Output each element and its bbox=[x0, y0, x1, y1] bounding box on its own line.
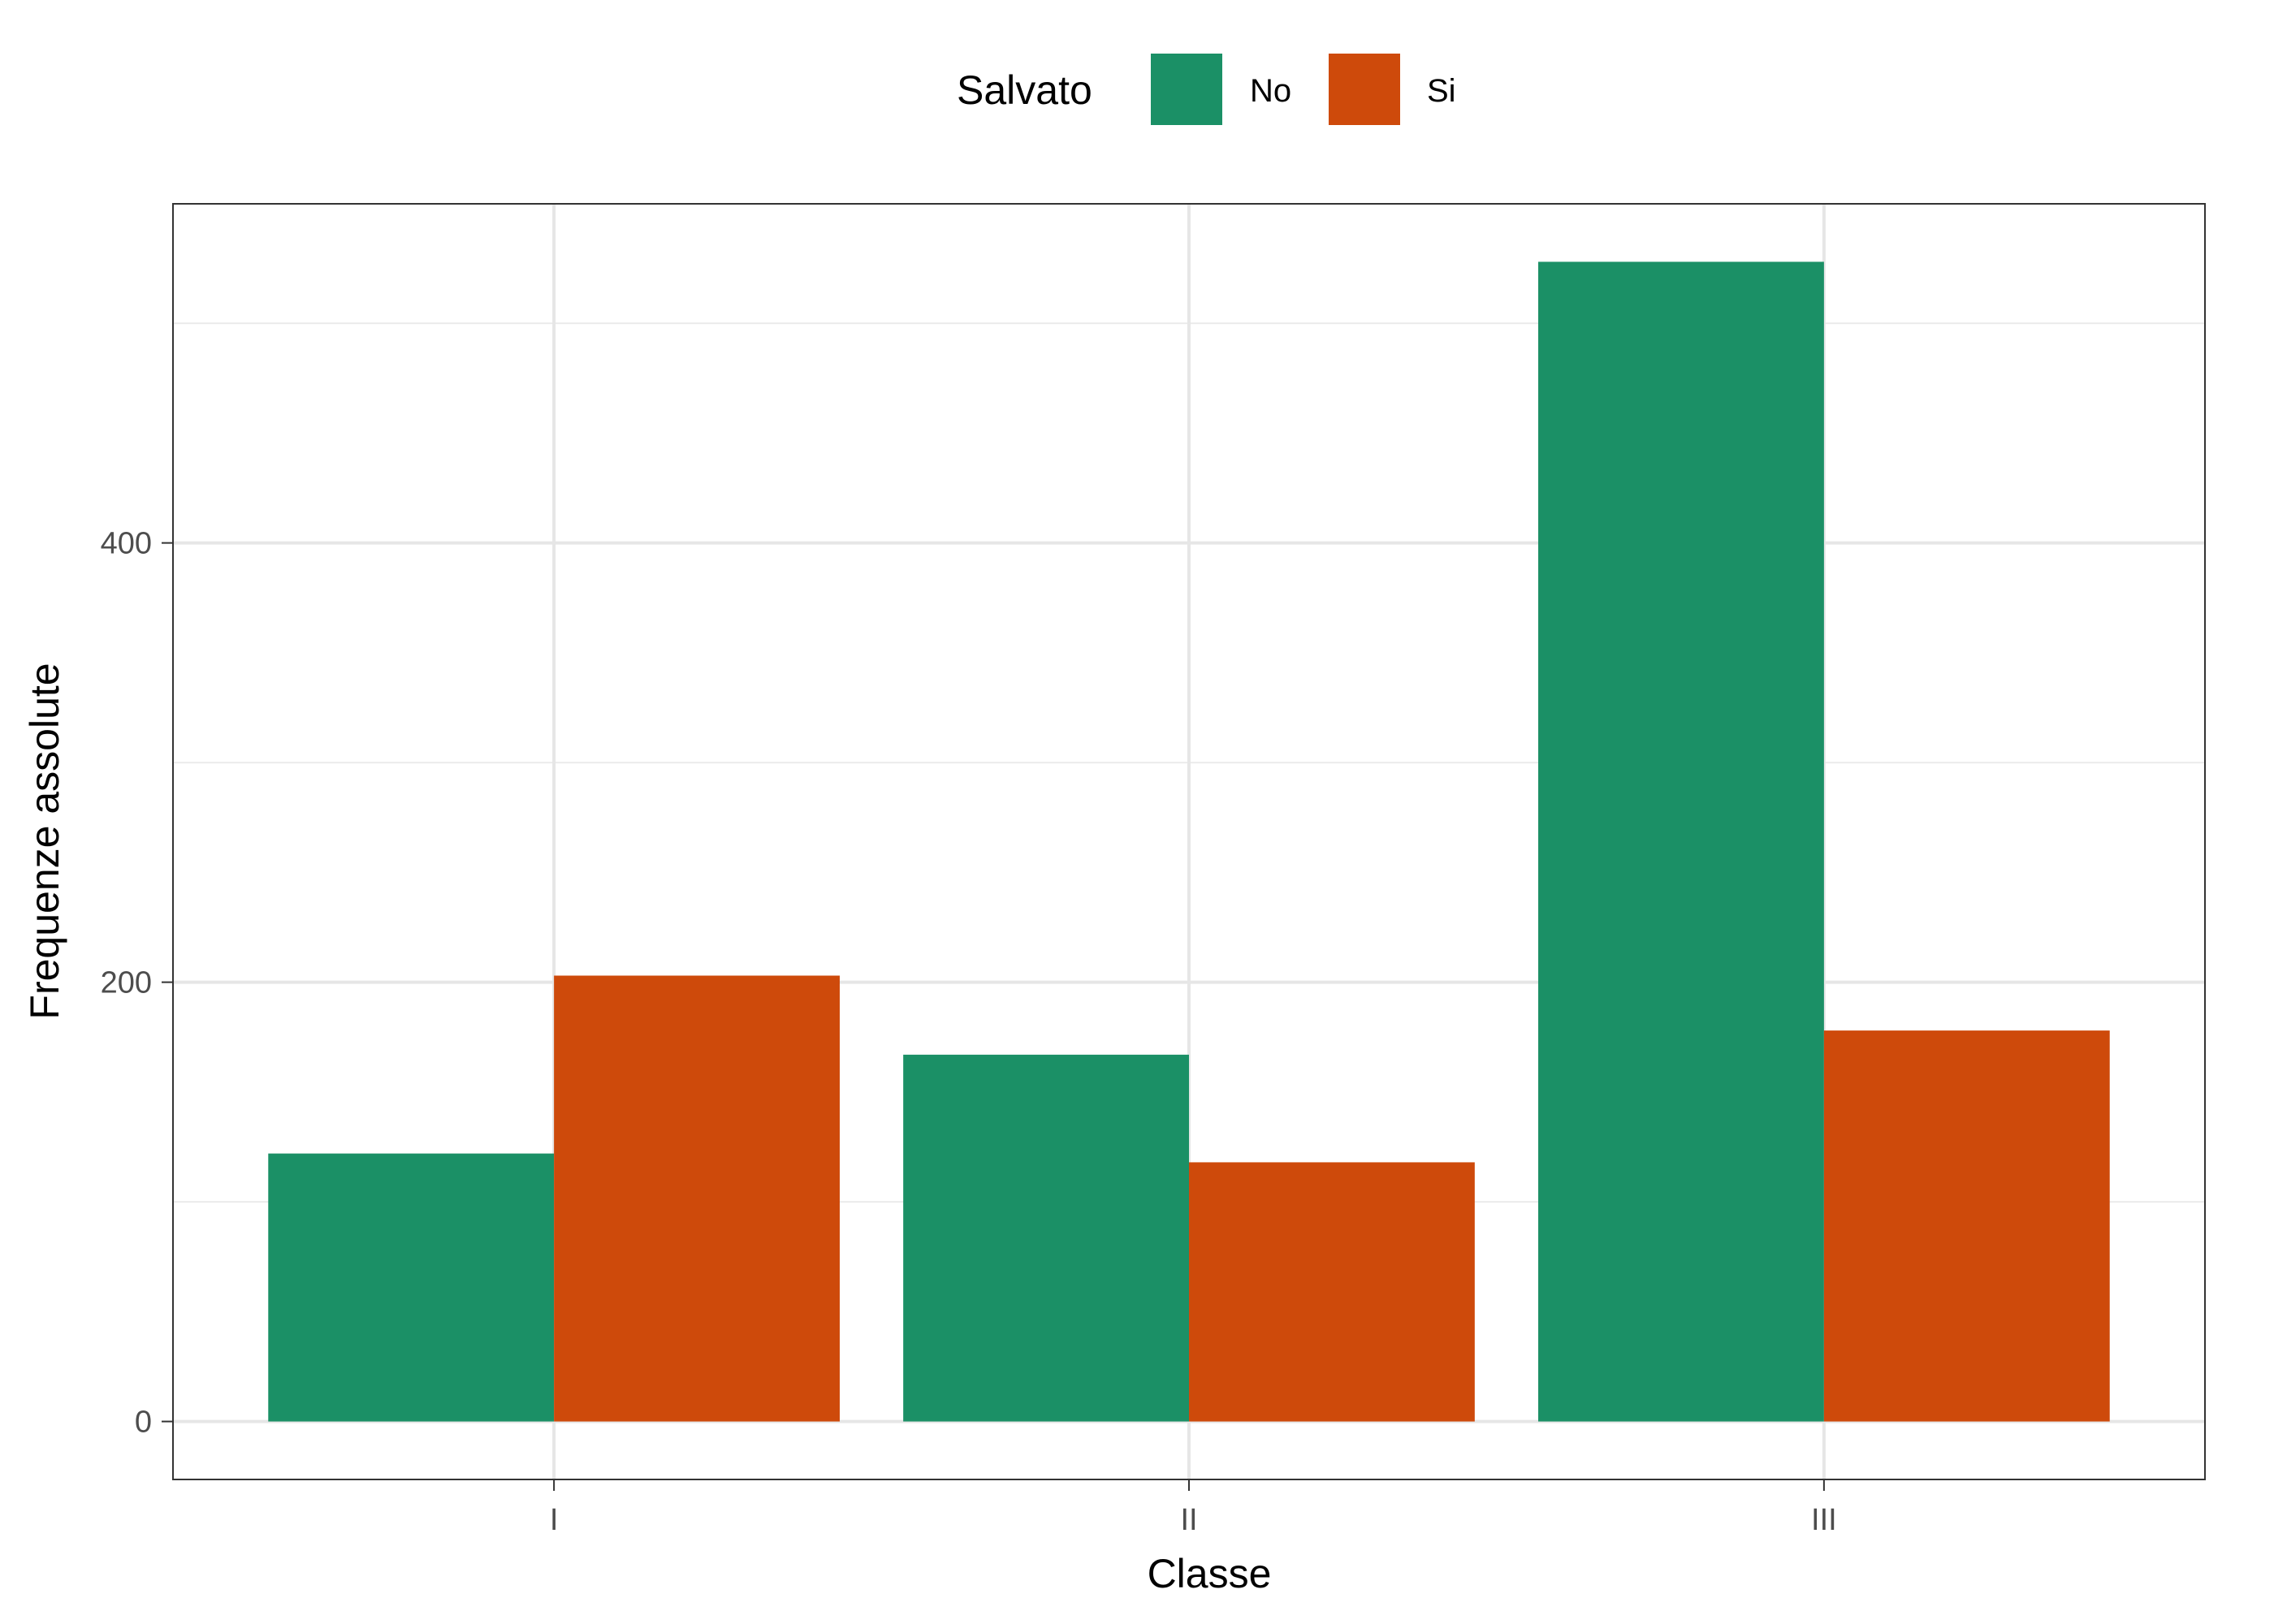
bar-si-i bbox=[554, 975, 840, 1422]
x-tick-label: III bbox=[1811, 1503, 1837, 1537]
legend-label-si: Si bbox=[1427, 73, 1456, 109]
x-tick-label: II bbox=[1180, 1503, 1197, 1537]
bars-layer bbox=[268, 261, 2110, 1422]
bar-si-iii bbox=[1823, 1030, 2110, 1422]
x-axis-title: Classe bbox=[1148, 1551, 1272, 1596]
bar-no-ii bbox=[903, 1054, 1189, 1422]
legend-label-no: No bbox=[1250, 73, 1291, 109]
y-tick-label: 200 bbox=[101, 966, 152, 1000]
y-axis: 0 200 400 bbox=[101, 527, 173, 1440]
bar-si-ii bbox=[1189, 1162, 1475, 1422]
legend-title: Salvato bbox=[957, 67, 1092, 113]
legend-key-no bbox=[1151, 54, 1222, 125]
x-tick-label: I bbox=[550, 1503, 559, 1537]
legend-key-si bbox=[1329, 54, 1400, 125]
bar-no-iii bbox=[1538, 261, 1824, 1422]
x-axis: I II III bbox=[550, 1479, 1837, 1537]
y-tick-label: 0 bbox=[135, 1406, 152, 1440]
y-axis-title: Frequenze assolute bbox=[22, 663, 67, 1019]
legend: Salvato No Si bbox=[957, 54, 1456, 125]
bar-no-i bbox=[268, 1153, 555, 1422]
y-tick-label: 400 bbox=[101, 527, 152, 561]
